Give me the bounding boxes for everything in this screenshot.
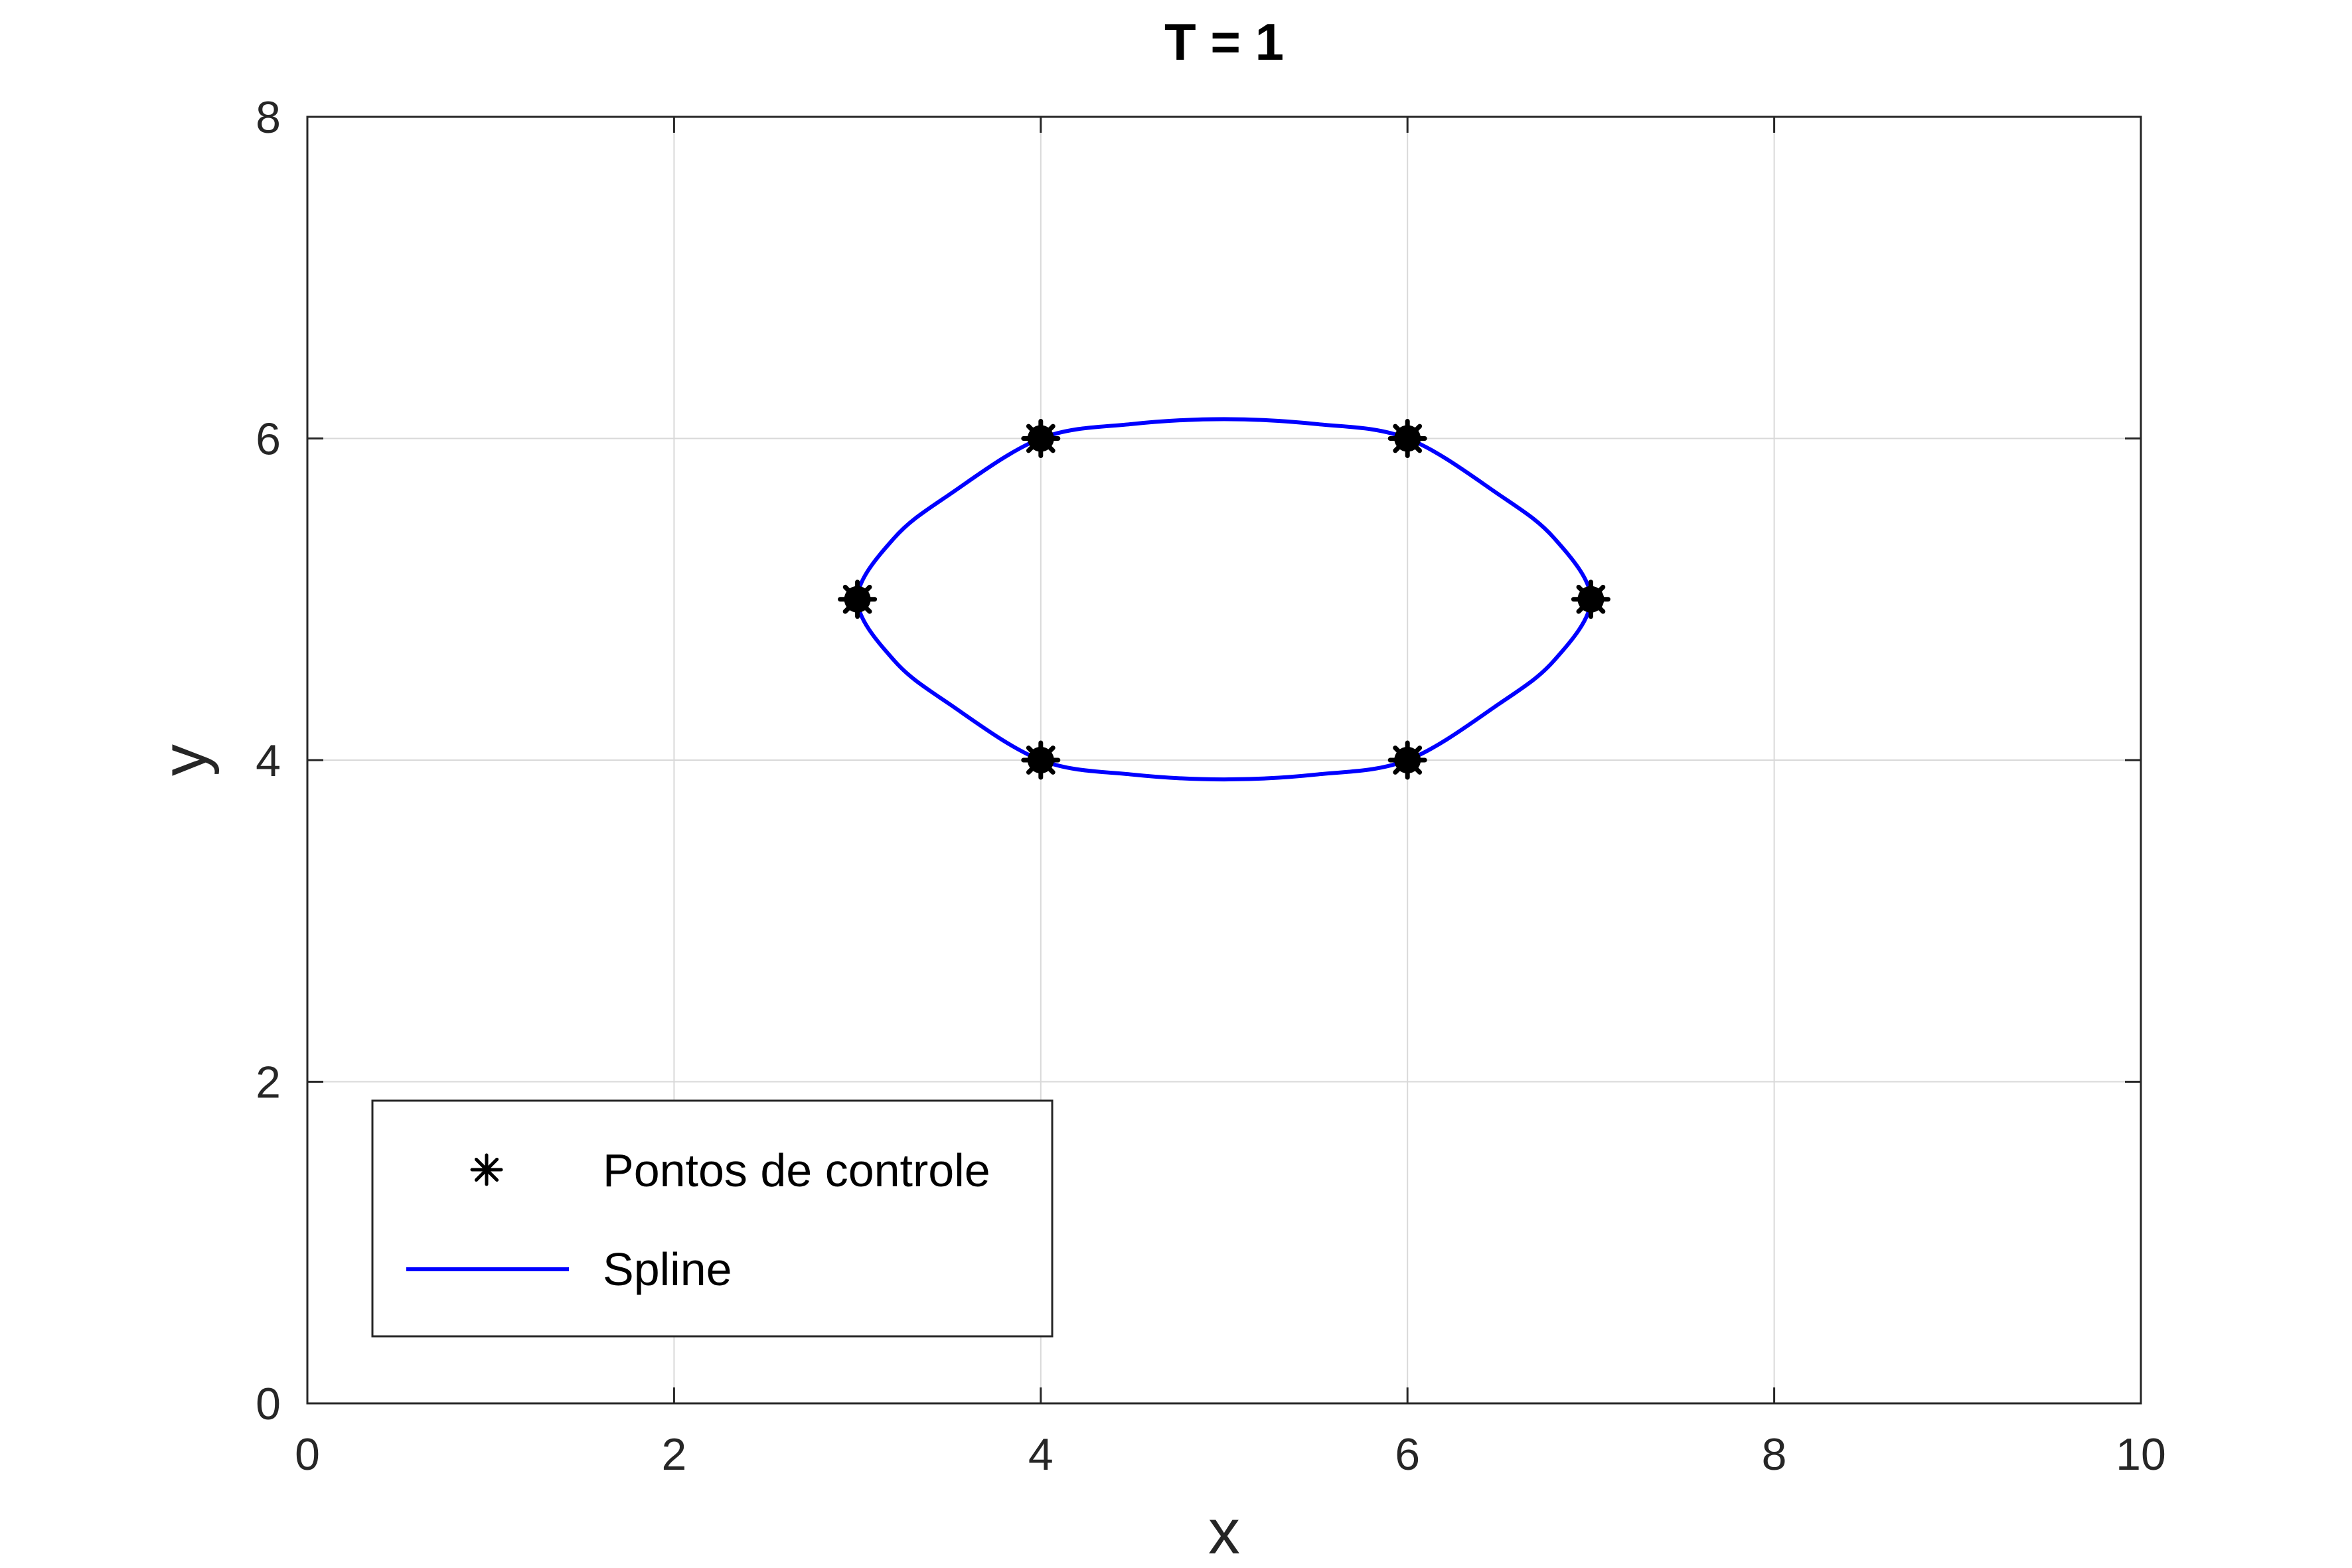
marker-stroke	[474, 1157, 499, 1182]
plot-series	[838, 417, 1610, 782]
control-point	[838, 580, 878, 619]
control-point-asterisk	[1387, 419, 1427, 458]
marker-stroke	[1026, 745, 1056, 775]
marker-stroke	[1026, 424, 1056, 453]
y-tick-label: 4	[256, 736, 281, 786]
control-point	[1571, 580, 1610, 619]
x-tick-label: 10	[2116, 1429, 2166, 1480]
tick-labels: 0 2 4 6 8 10 0 2 4 6 8	[256, 92, 2166, 1480]
x-tick-label: 8	[1762, 1429, 1787, 1480]
control-point-asterisk	[1021, 419, 1061, 458]
x-tick-label: 6	[1395, 1429, 1420, 1480]
x-axis-title: x	[1208, 1496, 1240, 1567]
control-point-asterisk	[1021, 740, 1061, 780]
x-tick-label: 2	[661, 1429, 686, 1480]
chart-title: T = 1	[1164, 13, 1284, 71]
legend-box	[371, 1099, 1054, 1338]
marker-stroke	[842, 584, 872, 614]
legend-label-control-points: Pontos de controle	[603, 1144, 990, 1196]
control-point-asterisk	[838, 580, 878, 619]
y-axis-title: y	[149, 744, 220, 776]
legend-label-spline: Spline	[603, 1243, 732, 1295]
y-tick-label: 8	[256, 92, 281, 143]
control-point	[1021, 740, 1061, 780]
control-point-asterisk	[1571, 580, 1610, 619]
plot-frame	[306, 116, 2142, 1405]
control-point	[1021, 419, 1061, 458]
marker-stroke	[1393, 424, 1423, 453]
marker-stroke	[1393, 745, 1423, 775]
y-tick-label: 0	[256, 1379, 281, 1429]
control-point	[1387, 740, 1427, 780]
control-point	[1387, 419, 1427, 458]
y-tick-label: 2	[256, 1058, 281, 1108]
legend-asterisk-icon	[470, 1153, 503, 1186]
marker-stroke	[1576, 584, 1606, 614]
x-tick-label: 0	[295, 1429, 320, 1480]
control-point-asterisk	[1387, 740, 1427, 780]
x-tick-label: 4	[1028, 1429, 1054, 1480]
legend: Pontos de controle Spline	[371, 1099, 1054, 1338]
y-tick-label: 6	[256, 414, 281, 465]
legend-marker-stroke-group	[470, 1153, 503, 1186]
